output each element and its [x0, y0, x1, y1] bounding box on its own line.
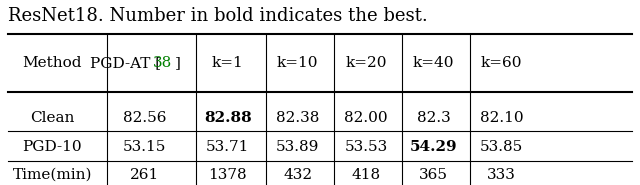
Text: 82.88: 82.88 [204, 111, 252, 125]
Text: 1378: 1378 [209, 168, 247, 182]
Text: PGD-10: PGD-10 [22, 140, 83, 154]
Text: 82.3: 82.3 [417, 111, 451, 125]
Text: k=1: k=1 [212, 56, 244, 70]
Text: 82.10: 82.10 [480, 111, 524, 125]
Text: ]: ] [175, 56, 181, 70]
Text: k=60: k=60 [481, 56, 522, 70]
Text: 53.89: 53.89 [276, 140, 319, 154]
Text: 53.53: 53.53 [344, 140, 388, 154]
Text: PGD-AT [: PGD-AT [ [90, 56, 161, 70]
Text: 53.85: 53.85 [480, 140, 524, 154]
Text: Time(min): Time(min) [13, 168, 92, 182]
Text: Clean: Clean [30, 111, 75, 125]
Text: 418: 418 [351, 168, 380, 182]
Text: 38: 38 [153, 56, 172, 70]
Text: Method: Method [22, 56, 82, 70]
Text: 54.29: 54.29 [410, 140, 457, 154]
Text: 82.56: 82.56 [123, 111, 166, 125]
Text: 82.38: 82.38 [276, 111, 319, 125]
Text: 53.15: 53.15 [123, 140, 166, 154]
Text: 333: 333 [487, 168, 516, 182]
Text: k=40: k=40 [413, 56, 454, 70]
Text: 365: 365 [419, 168, 448, 182]
Text: 432: 432 [283, 168, 312, 182]
Text: k=10: k=10 [277, 56, 319, 70]
Text: 261: 261 [130, 168, 159, 182]
Text: ResNet18. Number in bold indicates the best.: ResNet18. Number in bold indicates the b… [8, 7, 428, 25]
Text: 53.71: 53.71 [206, 140, 250, 154]
Text: k=20: k=20 [345, 56, 387, 70]
Text: 82.00: 82.00 [344, 111, 388, 125]
